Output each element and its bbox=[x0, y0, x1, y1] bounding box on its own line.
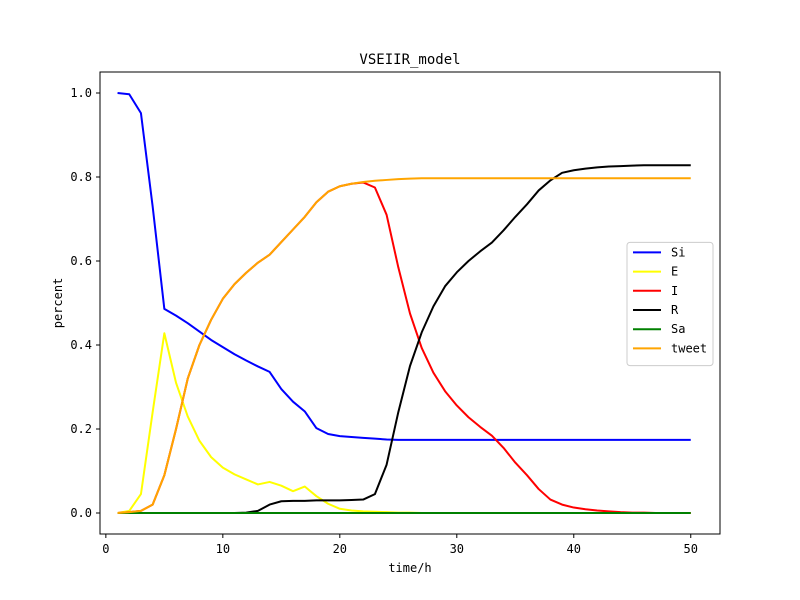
x-axis-label: time/h bbox=[388, 561, 431, 575]
x-tick-label: 0 bbox=[102, 542, 109, 556]
y-tick-label: 0.8 bbox=[70, 170, 92, 184]
x-tick-label: 20 bbox=[333, 542, 347, 556]
legend-label: tweet bbox=[671, 341, 707, 355]
y-tick-label: 1.0 bbox=[70, 86, 92, 100]
chart-title: VSEIIR_model bbox=[359, 52, 460, 68]
legend-label: Sa bbox=[671, 322, 685, 336]
legend-box bbox=[626, 241, 714, 367]
legend-label: Si bbox=[671, 245, 685, 259]
x-tick-label: 40 bbox=[567, 542, 581, 556]
x-axis: 0 10 20 30 40 50 bbox=[102, 534, 698, 556]
legend-label: E bbox=[671, 265, 678, 279]
series-line-e bbox=[117, 332, 691, 514]
x-tick-label: 50 bbox=[684, 542, 698, 556]
series-line-tweet bbox=[117, 177, 691, 514]
x-tick-label: 10 bbox=[216, 542, 230, 556]
plot-area bbox=[117, 92, 691, 514]
series-line-i bbox=[117, 181, 691, 514]
plot-frame bbox=[99, 71, 721, 535]
series-line-si bbox=[117, 92, 691, 441]
x-tick-label: 30 bbox=[450, 542, 464, 556]
y-axis: 0.0 0.2 0.4 0.6 0.8 1.0 bbox=[70, 86, 100, 520]
y-tick-label: 0.0 bbox=[70, 506, 92, 520]
y-axis-label: percent bbox=[51, 278, 65, 329]
legend-label: R bbox=[671, 303, 679, 317]
series-line-r bbox=[117, 164, 691, 514]
legend-label: I bbox=[671, 284, 678, 298]
y-tick-label: 0.4 bbox=[70, 338, 92, 352]
legend: Si EIR Sa tweet bbox=[626, 241, 714, 367]
y-tick-label: 0.2 bbox=[70, 422, 92, 436]
y-tick-label: 0.6 bbox=[70, 254, 92, 268]
